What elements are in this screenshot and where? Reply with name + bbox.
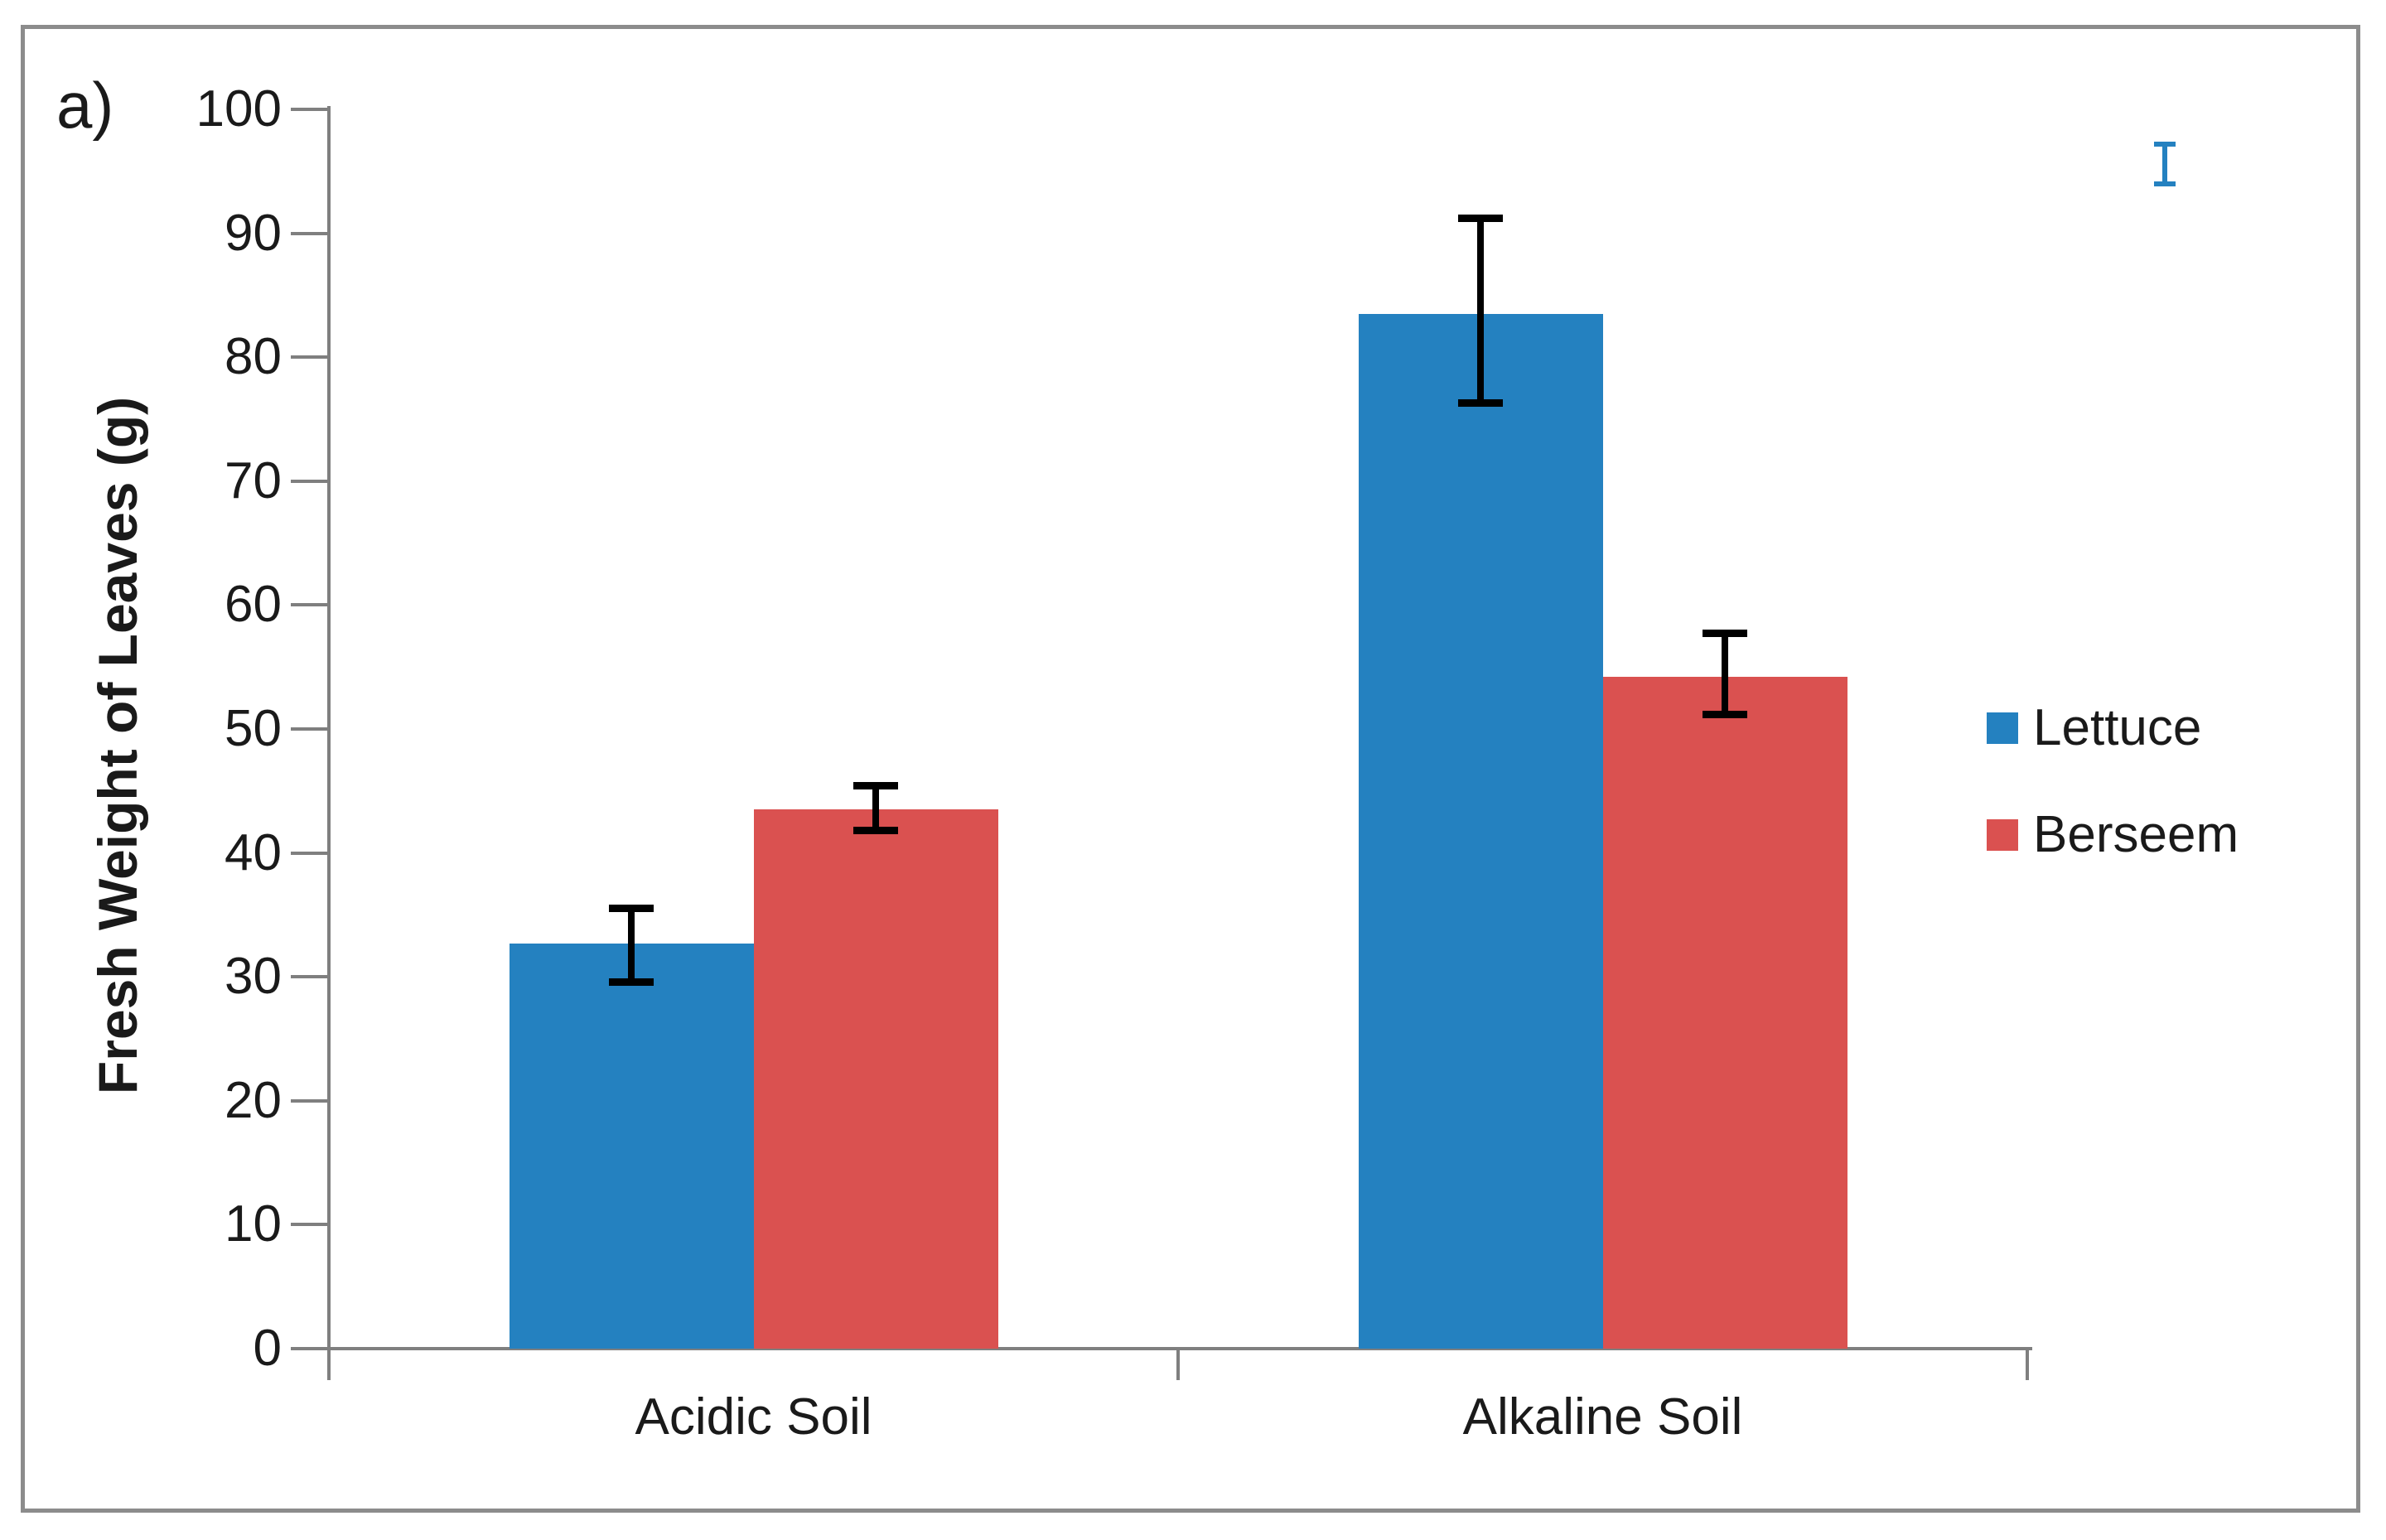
legend-label-berseem: Berseem — [2033, 806, 2239, 863]
y-tick — [291, 355, 329, 360]
error-bar-line-lettuce-acidic-soil — [628, 908, 635, 982]
bar-berseem-acidic-soil — [753, 809, 998, 1349]
x-category-label-acidic-soil: Acidic Soil — [635, 1388, 872, 1446]
y-tick — [291, 603, 329, 607]
y-tick — [291, 1223, 329, 1227]
legend-item-berseem: Berseem — [1987, 809, 2239, 862]
y-tick-label: 100 — [196, 80, 282, 138]
y-tick-label: 40 — [225, 823, 282, 881]
y-tick — [291, 1347, 329, 1350]
x-tick — [327, 1349, 331, 1380]
error-bar-cap-top-berseem-alkaline-soil — [1703, 630, 1747, 638]
error-bar-cap-top-lettuce-acidic-soil — [609, 905, 654, 913]
error-bar-cap-bottom-berseem-alkaline-soil — [1703, 710, 1747, 718]
y-tick-label: 0 — [253, 1320, 282, 1377]
error-bar-line-berseem-alkaline-soil — [1722, 633, 1728, 715]
y-tick — [291, 727, 329, 731]
y-tick-label: 50 — [225, 700, 282, 757]
bar-berseem-alkaline-soil — [1602, 677, 1847, 1349]
y-tick — [291, 108, 329, 111]
x-tick — [2026, 1349, 2029, 1380]
y-tick-label: 10 — [225, 1195, 282, 1253]
y-tick-label: 20 — [225, 1071, 282, 1129]
bar-lettuce-acidic-soil — [509, 943, 754, 1349]
stray-line — [2162, 142, 2167, 186]
legend-label-lettuce: Lettuce — [2033, 699, 2202, 756]
error-bar-cap-top-berseem-acidic-soil — [853, 782, 898, 790]
error-bar-cap-bottom-lettuce-alkaline-soil — [1458, 399, 1503, 408]
panel-label: a) — [56, 69, 114, 142]
error-bar-line-berseem-acidic-soil — [872, 785, 879, 831]
error-bar-cap-bottom-berseem-acidic-soil — [853, 827, 898, 835]
error-bar-line-lettuce-alkaline-soil — [1477, 218, 1484, 403]
y-tick-label: 30 — [225, 948, 282, 1006]
y-tick — [291, 1098, 329, 1103]
y-tick-label: 80 — [225, 328, 282, 386]
bar-lettuce-alkaline-soil — [1358, 313, 1603, 1349]
y-tick — [291, 975, 329, 979]
x-axis-line — [327, 1347, 2032, 1350]
figure-border — [21, 25, 2360, 1513]
x-category-label-alkaline-soil: Alkaline Soil — [1462, 1388, 1743, 1446]
y-tick-label: 60 — [225, 576, 282, 634]
legend-swatch-berseem — [1987, 819, 2018, 851]
y-tick-label: 70 — [225, 451, 282, 509]
legend-swatch-lettuce — [1987, 712, 2018, 744]
y-tick — [291, 479, 329, 483]
y-tick — [291, 851, 329, 855]
x-tick — [1176, 1349, 1180, 1380]
y-tick-label: 90 — [225, 204, 282, 262]
stray-cap-bottom — [2154, 181, 2176, 186]
error-bar-cap-top-lettuce-alkaline-soil — [1458, 215, 1503, 223]
error-bar-cap-bottom-lettuce-acidic-soil — [609, 978, 654, 986]
y-axis-line — [327, 106, 331, 1352]
legend-item-lettuce: Lettuce — [1987, 702, 2201, 755]
y-tick — [291, 231, 329, 235]
